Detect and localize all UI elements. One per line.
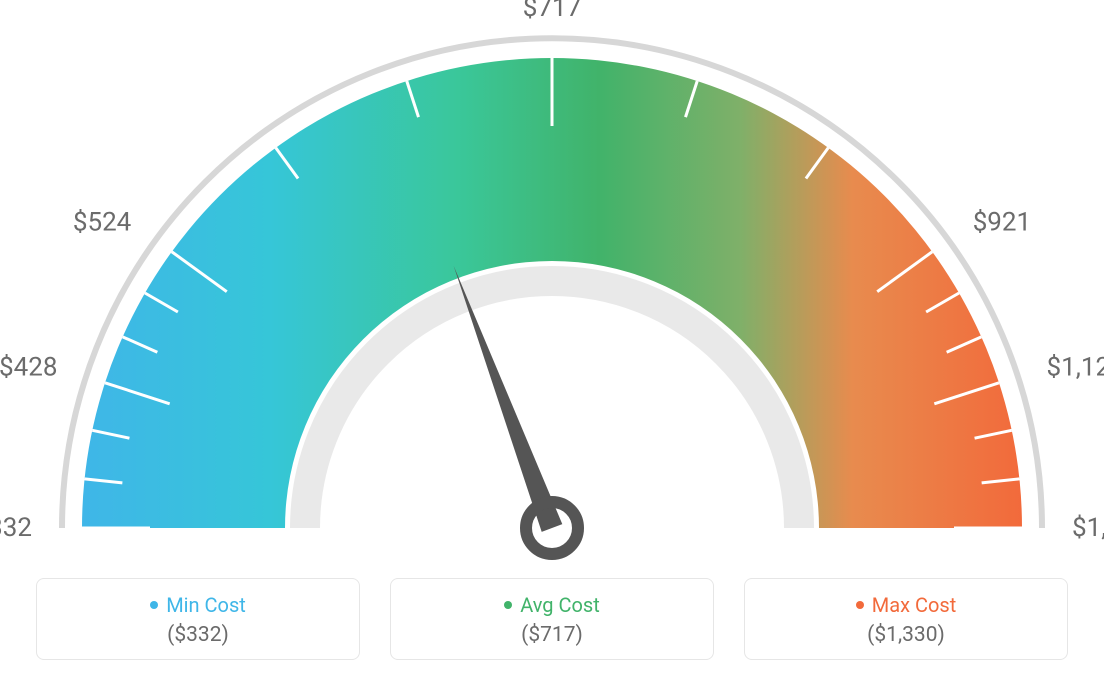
min-cost-label-text: Min Cost [166, 593, 246, 617]
avg-cost-label-text: Avg Cost [520, 593, 600, 617]
avg-cost-label: Avg Cost [391, 593, 713, 617]
min-dot-icon [150, 601, 158, 609]
gauge-tick-label: $524 [73, 207, 132, 237]
gauge-tick-label: $428 [0, 352, 57, 382]
min-cost-card: Min Cost ($332) [36, 578, 360, 660]
chart-wrap: $332 $428 $524 $717 $921 $1,125 $1,330 Min Cos… [0, 0, 1104, 690]
gauge-area: $332 $428 $524 $717 $921 $1,125 $1,330 [0, 0, 1104, 570]
min-cost-label: Min Cost [37, 593, 359, 617]
gauge-tick-label: $1,330 [1072, 513, 1104, 543]
legend-cards: Min Cost ($332) Avg Cost ($717) Max Cost… [36, 578, 1068, 660]
max-cost-value: ($1,330) [745, 623, 1067, 647]
cost-gauge: $332 $428 $524 $717 $921 $1,125 $1,330 [0, 0, 1104, 570]
gauge-needle [454, 266, 563, 532]
max-cost-card: Max Cost ($1,330) [744, 578, 1068, 660]
gauge-tick-label: $717 [523, 0, 581, 23]
min-cost-value: ($332) [37, 623, 359, 647]
max-dot-icon [856, 601, 864, 609]
max-cost-label-text: Max Cost [872, 593, 957, 617]
avg-cost-value: ($717) [391, 623, 713, 647]
avg-dot-icon [504, 601, 512, 609]
gauge-tick-label: $1,125 [1047, 352, 1104, 382]
gauge-tick-label: $921 [973, 207, 1031, 237]
gauge-tick-label: $332 [0, 513, 32, 543]
max-cost-label: Max Cost [745, 593, 1067, 617]
avg-cost-card: Avg Cost ($717) [390, 578, 714, 660]
